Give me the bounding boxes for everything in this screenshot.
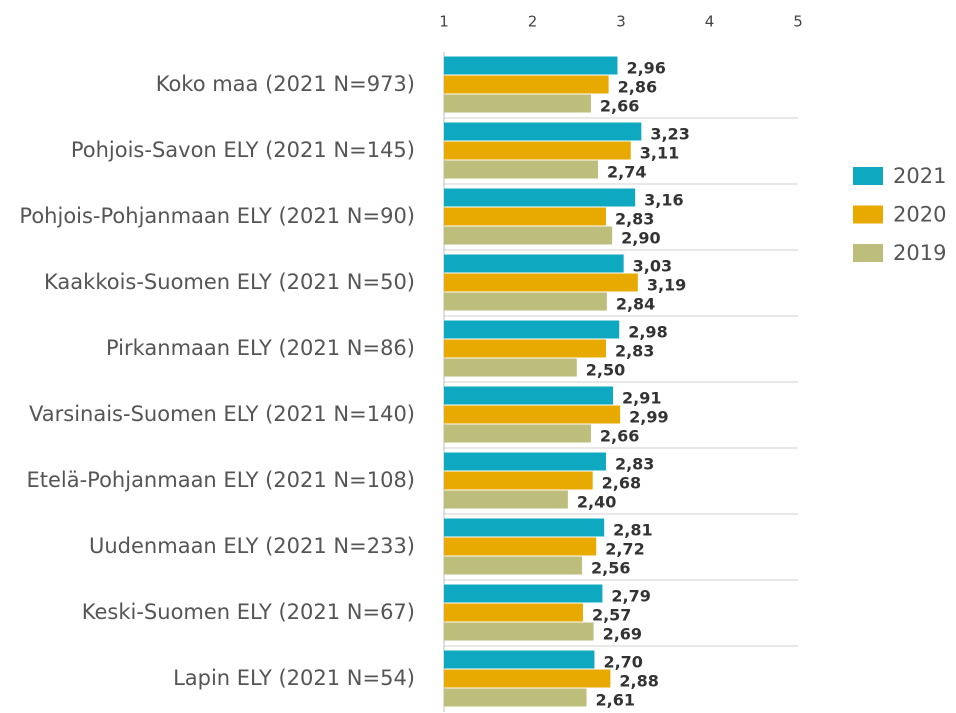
bar [444,75,609,94]
bar [444,405,621,424]
value-label: 2,83 [615,455,654,474]
bar [444,669,611,688]
bar [444,490,568,509]
bar [444,537,597,556]
x-tick-label: 3 [616,13,626,31]
value-label: 3,11 [640,144,679,163]
legend-label: 2020 [893,203,946,227]
category-label: Koko maa (2021 N=973) [156,72,415,96]
bar [444,188,636,207]
value-label: 2,81 [613,521,652,540]
bar [444,650,595,669]
value-label: 3,19 [647,276,686,295]
bar [444,320,620,339]
category-label: Keski-Suomen ELY (2021 N=67) [82,600,415,624]
value-label: 2,88 [619,672,658,691]
value-label: 3,03 [633,257,672,276]
value-label: 2,90 [621,229,660,248]
value-label: 3,16 [644,191,683,210]
value-label: 2,99 [629,408,668,427]
value-label: 2,56 [591,559,630,578]
x-tick-label: 5 [793,13,803,31]
x-tick-label: 4 [705,13,715,31]
bar [444,122,642,141]
legend-label: 2021 [893,164,946,188]
value-label: 2,79 [611,587,650,606]
value-label: 2,98 [628,323,667,342]
x-tick-label: 2 [528,13,538,31]
value-label: 2,86 [618,78,657,97]
bar [444,273,638,292]
value-label: 2,83 [615,210,654,229]
bar [444,339,606,358]
value-label: 2,74 [607,163,646,182]
bar [444,141,631,160]
value-label: 2,96 [626,59,665,78]
legend-swatch [853,205,883,224]
bar [444,226,613,245]
bar [444,207,606,226]
value-label: 2,91 [622,389,661,408]
legend-swatch [853,244,883,262]
bar [444,292,607,311]
value-label: 3,23 [650,125,689,144]
value-label: 2,57 [592,606,631,625]
value-label: 2,83 [615,342,654,361]
value-label: 2,50 [586,361,625,380]
bar [444,518,605,537]
bar [444,556,583,575]
value-label: 2,40 [577,493,616,512]
value-label: 2,68 [602,474,641,493]
legend-swatch [853,167,883,185]
bar [444,56,618,75]
bar [444,358,577,377]
value-label: 2,61 [595,691,634,710]
bar [444,584,603,603]
bar [444,386,614,405]
bar [444,424,591,443]
category-label: Pohjois-Savon ELY (2021 N=145) [71,138,415,162]
x-tick-label: 1 [439,13,449,31]
bar [444,603,583,622]
bar [444,94,591,113]
category-label: Etelä-Pohjanmaan ELY (2021 N=108) [26,468,415,492]
category-label: Lapin ELY (2021 N=54) [173,666,415,690]
bar [444,688,587,707]
category-label: Pohjois-Pohjanmaan ELY (2021 N=90) [19,204,415,228]
category-label: Varsinais-Suomen ELY (2021 N=140) [29,402,415,426]
bar [444,622,594,641]
bar [444,452,606,471]
bar [444,254,624,273]
bar [444,160,598,179]
value-label: 2,70 [603,653,642,672]
value-label: 2,66 [600,97,639,116]
category-label: Kaakkois-Suomen ELY (2021 N=50) [44,270,415,294]
value-label: 2,66 [600,427,639,446]
value-label: 2,69 [603,625,642,644]
legend-label: 2019 [893,241,946,265]
category-label: Uudenmaan ELY (2021 N=233) [89,534,415,558]
value-label: 2,84 [616,295,655,314]
category-label: Pirkanmaan ELY (2021 N=86) [106,336,415,360]
value-label: 2,72 [605,540,644,559]
bar [444,471,593,490]
